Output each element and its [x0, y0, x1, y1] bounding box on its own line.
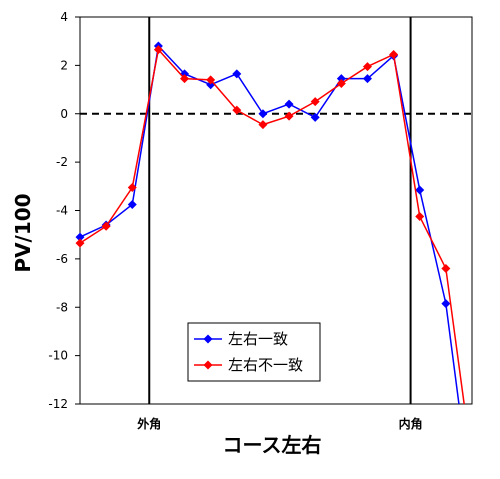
y-tick-label: -12 — [48, 397, 68, 411]
data-point — [75, 238, 85, 248]
y-tick-label: 4 — [60, 10, 68, 24]
data-point — [258, 109, 268, 119]
x-axis-title: コース左右 — [223, 433, 322, 457]
series-line — [79, 44, 460, 405]
data-point — [180, 74, 190, 84]
y-tick-label: 2 — [60, 58, 68, 72]
data-point — [310, 97, 320, 107]
x-tick-label: 外角 — [137, 416, 161, 431]
legend-marker — [203, 360, 213, 370]
series-layer — [75, 41, 465, 405]
data-point — [75, 232, 85, 242]
plot-area — [75, 16, 473, 405]
data-point — [362, 74, 372, 84]
x-tick-label: 内角 — [399, 416, 423, 431]
data-point — [415, 185, 425, 195]
data-point — [336, 74, 346, 84]
data-point — [258, 120, 268, 130]
data-point — [336, 79, 346, 89]
data-point — [415, 212, 425, 222]
y-tick-label: -6 — [56, 252, 68, 266]
data-point — [284, 99, 294, 109]
series-line — [79, 48, 465, 405]
data-point — [127, 199, 137, 209]
data-point — [232, 69, 242, 79]
y-tick-label: -4 — [56, 204, 68, 218]
series-2 — [75, 45, 465, 405]
x-tick-labels: 外角 内角 — [137, 416, 422, 431]
legend-box — [187, 322, 321, 382]
y-axis-title: PV/100 — [11, 193, 35, 272]
y-tick-label: -8 — [56, 300, 68, 314]
data-point — [310, 112, 320, 122]
y-tick-label: 0 — [60, 107, 68, 121]
data-point — [389, 49, 399, 59]
y-tick-label: -10 — [48, 349, 68, 363]
y-tick-labels: 4 2 0 -2 -4 -6 -8 -10 -12 — [48, 10, 68, 411]
y-tick-label: -2 — [56, 155, 68, 169]
data-point — [284, 111, 294, 121]
data-point — [441, 299, 451, 309]
legend-marker — [203, 334, 213, 344]
data-point — [127, 183, 137, 193]
data-point — [362, 62, 372, 72]
data-point — [206, 75, 216, 85]
legend-label: 左右不一致 — [228, 356, 303, 374]
data-point — [101, 221, 111, 231]
data-point — [441, 264, 451, 274]
data-point — [232, 105, 242, 115]
legend-label: 左右一致 — [228, 330, 288, 348]
data-point — [153, 45, 163, 55]
